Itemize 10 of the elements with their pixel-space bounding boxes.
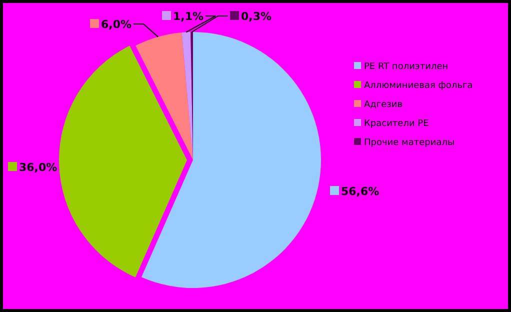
data-label: 1,1%	[173, 10, 204, 23]
legend-label: Адгезив	[364, 100, 403, 110]
legend-label: Красители PE	[364, 119, 430, 129]
legend-label: Аллюминиевая фольга	[364, 81, 473, 91]
data-label: 36,0%	[19, 161, 58, 174]
data-label: 0,3%	[241, 10, 272, 23]
data-label: 6,0%	[101, 18, 132, 31]
legend-label: Прочие материалы	[364, 138, 455, 148]
data-label: 56,6%	[341, 185, 380, 198]
legend-label: PE RT полиэтилен	[364, 62, 448, 72]
